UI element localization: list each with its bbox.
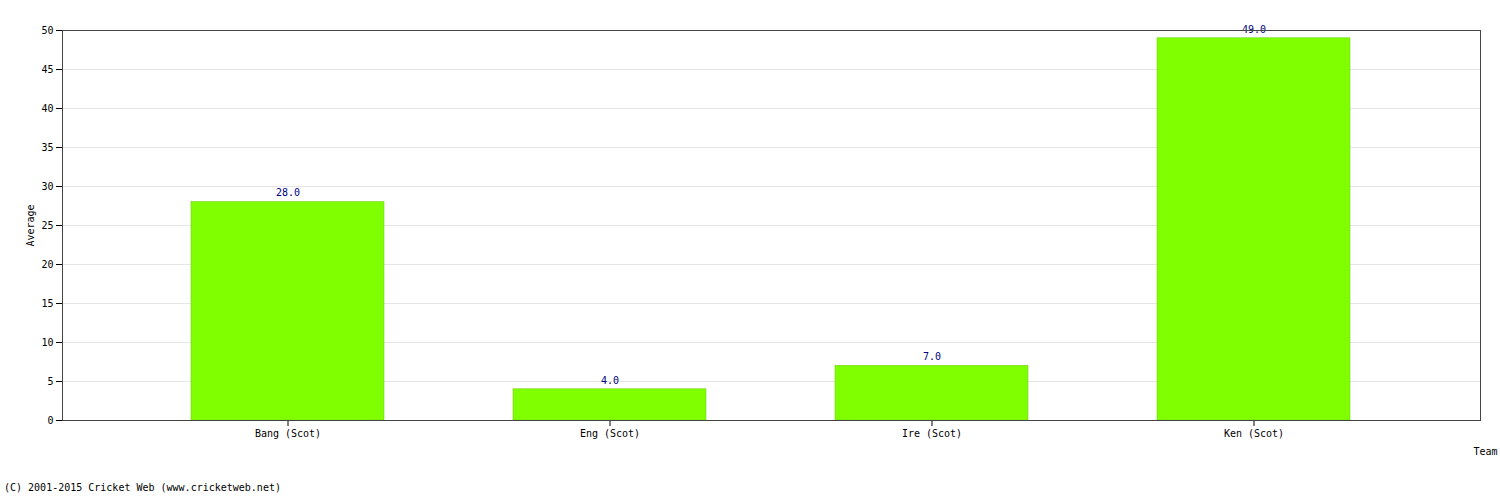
svg-text:4.0: 4.0 — [601, 375, 619, 386]
svg-text:5: 5 — [47, 376, 53, 387]
svg-text:45: 45 — [41, 64, 53, 75]
svg-text:7.0: 7.0 — [923, 351, 941, 362]
svg-text:Eng (Scot): Eng (Scot) — [580, 428, 640, 439]
svg-text:Team: Team — [1473, 446, 1497, 457]
svg-text:30: 30 — [41, 181, 53, 192]
svg-text:20: 20 — [41, 259, 53, 270]
svg-text:10: 10 — [41, 337, 53, 348]
svg-text:25: 25 — [41, 220, 53, 231]
svg-text:15: 15 — [41, 298, 53, 309]
svg-text:Ken (Scot): Ken (Scot) — [1224, 428, 1284, 439]
html-text:(C) 2001-2015 Cricket Web (www: (C) 2001-2015 Cricket Web (www.cricketwe… — [4, 482, 281, 493]
svg-text:28.0: 28.0 — [276, 187, 300, 198]
svg-text:40: 40 — [41, 103, 53, 114]
svg-text:Bang (Scot): Bang (Scot) — [255, 428, 321, 439]
svg-text:Average: Average — [25, 204, 36, 246]
svg-text:35: 35 — [41, 142, 53, 153]
svg-text:49.0: 49.0 — [1242, 24, 1266, 35]
svg-text:Ire (Scot): Ire (Scot) — [902, 428, 962, 439]
svg-text:0: 0 — [47, 415, 53, 426]
svg-text:50: 50 — [41, 25, 53, 36]
